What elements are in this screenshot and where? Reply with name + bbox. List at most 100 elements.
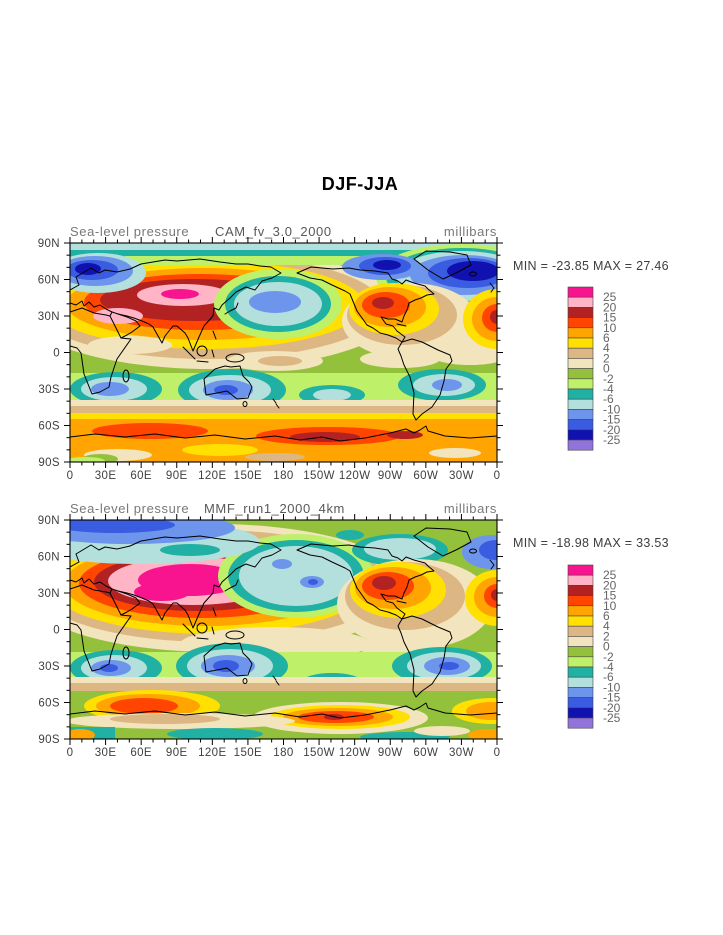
units-label: millibars [444, 224, 497, 239]
panel-mmf: Sea-level pressure MMF_run1_2000_4km mil… [38, 501, 669, 759]
lat-tick-label: 60S [38, 421, 60, 433]
colorbar-label: -15 [603, 691, 621, 705]
colorbar-label: 15 [603, 589, 617, 603]
colorbar-label: 4 [603, 619, 610, 633]
colorbar-cell [567, 687, 594, 698]
colorbar-label: -20 [603, 701, 621, 715]
colorbar-cell [567, 347, 594, 359]
lon-tick-label: 150W [303, 747, 335, 759]
colorbar-label: -4 [603, 382, 614, 396]
colorbar-label: -25 [603, 433, 621, 447]
lon-tick-label: 150E [234, 747, 262, 759]
colorbar-cell [567, 388, 594, 400]
lon-tick-label: 60W [413, 747, 438, 759]
colorbar-cell [567, 429, 594, 441]
colorbar-cell [567, 368, 594, 380]
colorbar-label: 20 [603, 578, 617, 592]
lat-tick-label: 30N [38, 311, 60, 323]
colorbar-label: 25 [603, 568, 617, 582]
colorbar-label: 20 [603, 300, 617, 314]
figure-title: DJF-JJA [322, 174, 399, 194]
lat-tick-label: 30N [38, 588, 60, 600]
colorbar-label: 25 [603, 290, 617, 304]
contour-field [70, 520, 497, 739]
colorbar-label: 2 [603, 629, 610, 643]
colorbar-cell [567, 307, 594, 318]
colorbar-label: 10 [603, 599, 617, 613]
colorbar-cell [567, 327, 594, 339]
colorbar-cell [567, 636, 594, 647]
colorbar-cell [567, 646, 594, 658]
lon-tick-label: 90E [166, 470, 188, 482]
lon-tick-label: 60E [130, 747, 152, 759]
variable-label: Sea-level pressure [70, 501, 189, 516]
colorbar-label: 4 [603, 341, 610, 355]
lon-tick-label: 60W [413, 470, 438, 482]
colorbar-label: -6 [603, 670, 614, 684]
lon-tick-label: 30W [449, 747, 474, 759]
lon-tick-label: 120E [198, 747, 226, 759]
lon-tick-label: 90E [166, 747, 188, 759]
lon-tick-label: 30E [95, 747, 117, 759]
colorbar-cell [567, 625, 594, 637]
colorbar-cell [567, 666, 594, 678]
lon-tick-label: 150W [303, 470, 335, 482]
colorbar-label: -20 [603, 423, 621, 437]
colorbar-label: 10 [603, 321, 617, 335]
colorbar-label: -25 [603, 711, 621, 725]
colorbar-label: 6 [603, 609, 610, 623]
lon-tick-label: 120E [198, 470, 226, 482]
lat-tick-label: 0 [53, 348, 60, 360]
colorbar-cell [567, 574, 594, 586]
colorbar-label: 2 [603, 351, 610, 365]
lat-tick-label: 90N [38, 238, 60, 250]
colorbar-cell [567, 615, 594, 627]
colorbar-label: -6 [603, 392, 614, 406]
min-max-stats: MIN = -23.85 MAX = 27.46 [513, 259, 669, 273]
colorbar-cell [567, 358, 594, 369]
lat-tick-label: 30S [38, 661, 60, 673]
colorbar-label: -2 [603, 372, 614, 386]
lat-tick-label: 60N [38, 275, 60, 287]
min-max-stats: MIN = -18.98 MAX = 33.53 [513, 536, 669, 550]
colorbar-cell [567, 564, 594, 576]
lat-tick-label: 0 [53, 625, 60, 637]
lon-tick-label: 120W [339, 470, 371, 482]
colorbar-cell [567, 676, 594, 688]
units-label: millibars [444, 501, 497, 516]
colorbar-cell [567, 378, 594, 390]
lon-tick-label: 180 [273, 470, 293, 482]
lat-tick-label: 60S [38, 698, 60, 710]
colorbar-cell [567, 409, 594, 420]
lon-tick-label: 120W [339, 747, 371, 759]
colorbar-cell [567, 317, 594, 329]
lat-tick-label: 30S [38, 384, 60, 396]
case-name: CAM_fv_3.0_2000 [215, 224, 332, 239]
case-name: MMF_run1_2000_4km [204, 501, 345, 516]
colorbar-label: 15 [603, 311, 617, 325]
lon-tick-label: 150E [234, 470, 262, 482]
colorbar-cell [567, 585, 594, 596]
panel-cam: Sea-level pressure CAM_fv_3.0_2000 milli… [38, 224, 669, 482]
colorbar-cell [567, 398, 594, 410]
lon-tick-label: 30E [95, 470, 117, 482]
axes: 0 30E 60E 90E 120E 150E 180 150W 120W 90W 60W 30W 09… [38, 514, 503, 759]
colorbar-label: 6 [603, 331, 610, 345]
variable-label: Sea-level pressure [70, 224, 189, 239]
colorbar-cell [567, 296, 594, 308]
colorbar-cell [567, 717, 594, 729]
colorbar-cell [567, 605, 594, 617]
colorbar-label: -2 [603, 650, 614, 664]
contour-field [70, 243, 497, 462]
colorbar-cell [567, 656, 594, 668]
lon-tick-label: 180 [273, 747, 293, 759]
lon-tick-label: 30W [449, 470, 474, 482]
lon-tick-label: 90W [378, 747, 403, 759]
lon-tick-label: 0 [494, 470, 501, 482]
colorbar-cell [567, 707, 594, 719]
colorbar-label: -15 [603, 413, 621, 427]
lat-tick-label: 90N [38, 515, 60, 527]
